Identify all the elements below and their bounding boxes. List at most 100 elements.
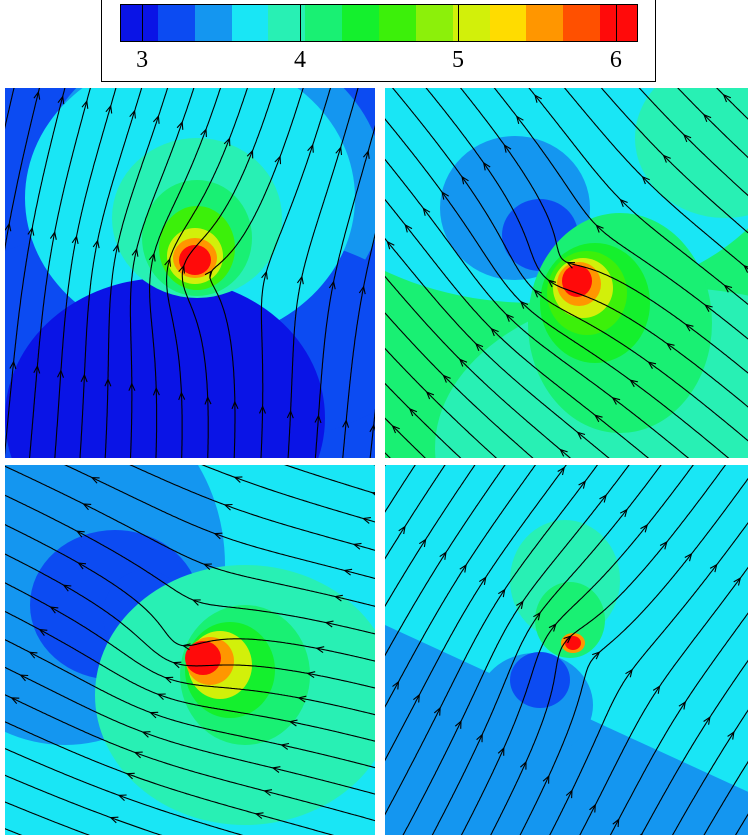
streamline bbox=[29, 88, 91, 458]
colorbar-swatch bbox=[415, 5, 453, 41]
streamline-arrow bbox=[307, 143, 314, 153]
streamline bbox=[5, 666, 375, 795]
streamline-arrow bbox=[33, 90, 41, 100]
streamline-arrow bbox=[625, 668, 633, 678]
streamline-arrow bbox=[727, 730, 735, 740]
streamline bbox=[149, 88, 222, 458]
streamline-arrow bbox=[362, 149, 370, 159]
streamline-arrow bbox=[112, 243, 120, 253]
streamline bbox=[385, 347, 497, 458]
panel-bottom-right bbox=[385, 465, 748, 835]
streamline-arrow bbox=[152, 386, 160, 396]
streamline-arrow bbox=[599, 494, 607, 503]
streamline-arrow bbox=[342, 419, 350, 428]
streamline-arrow bbox=[19, 674, 29, 682]
streamline-arrow bbox=[314, 414, 322, 424]
contour-plot-bottom-left bbox=[5, 465, 375, 835]
colorbar-swatch bbox=[600, 5, 638, 41]
streamline bbox=[287, 88, 359, 458]
streamline-arrow bbox=[662, 154, 671, 163]
streamline-arrow bbox=[28, 651, 38, 659]
streamline-arrow bbox=[425, 391, 435, 400]
streamline-arrow bbox=[204, 395, 212, 405]
streamline bbox=[385, 312, 534, 458]
streamline-arrow bbox=[369, 423, 375, 433]
streamline-arrow bbox=[647, 361, 657, 369]
streamline bbox=[392, 88, 748, 442]
streamline-arrow bbox=[678, 700, 687, 710]
streamline-arrow bbox=[81, 99, 89, 109]
streamline-arrow bbox=[258, 404, 267, 414]
streamline-arrow bbox=[640, 523, 649, 533]
streamline bbox=[638, 88, 748, 197]
streamline-arrow bbox=[296, 275, 304, 285]
streamline-arrow bbox=[286, 409, 294, 419]
streamline-arrow bbox=[38, 628, 48, 636]
streamline bbox=[5, 88, 15, 130]
streamline bbox=[209, 88, 304, 458]
streamline bbox=[493, 88, 748, 340]
streamlines bbox=[385, 465, 748, 835]
streamline-arrow bbox=[133, 751, 143, 759]
streamline bbox=[640, 659, 748, 835]
streamline-arrow bbox=[703, 113, 712, 123]
streamline-arrow bbox=[33, 364, 41, 374]
streamline-arrow bbox=[152, 114, 160, 124]
streamline bbox=[342, 232, 375, 458]
streamline-arrow bbox=[578, 480, 587, 489]
streamline bbox=[609, 612, 748, 835]
streamline-arrow bbox=[109, 816, 119, 824]
streamline-arrow bbox=[723, 284, 733, 293]
streamline bbox=[181, 88, 276, 458]
streamline-arrow bbox=[683, 133, 692, 143]
streamline bbox=[385, 275, 571, 458]
streamline-arrow bbox=[131, 247, 139, 257]
streamline-arrow bbox=[27, 226, 35, 236]
streamline bbox=[385, 158, 690, 458]
streamline-arrow bbox=[515, 115, 524, 125]
streamline bbox=[5, 748, 244, 835]
streamline-arrow bbox=[565, 789, 573, 799]
streamline-arrow bbox=[57, 95, 65, 105]
streamline-arrow bbox=[231, 400, 239, 410]
streamline-arrow bbox=[665, 342, 675, 351]
streamline bbox=[703, 760, 748, 835]
streamline-arrow bbox=[335, 146, 343, 156]
panel-bottom-left bbox=[5, 465, 375, 835]
streamline-arrow bbox=[178, 391, 186, 401]
streamline-arrow bbox=[149, 711, 159, 719]
streamline-arrow bbox=[458, 358, 468, 367]
streamline-arrow bbox=[563, 635, 572, 644]
streamline-arrow bbox=[519, 300, 529, 309]
streamline-arrow bbox=[476, 733, 483, 743]
contour-region bbox=[562, 265, 592, 297]
streamline-arrow bbox=[129, 109, 136, 119]
streamline bbox=[460, 465, 694, 835]
streamline bbox=[385, 465, 567, 762]
streamline bbox=[63, 465, 375, 580]
colorbar-swatch bbox=[563, 5, 601, 41]
colorbar-tick-mark bbox=[615, 4, 617, 42]
streamline-arrow bbox=[246, 149, 254, 159]
streamline bbox=[5, 524, 375, 662]
streamline-arrow bbox=[49, 606, 59, 614]
colorbar-swatch bbox=[305, 5, 343, 41]
streamline-arrow bbox=[503, 143, 512, 153]
streamline-arrow bbox=[639, 832, 643, 835]
streamline-arrow bbox=[593, 414, 603, 423]
colorbar-tick-label: 3 bbox=[136, 47, 149, 73]
panel-top-left bbox=[5, 88, 375, 458]
streamline-arrow bbox=[361, 517, 371, 524]
contour-plot-top-left bbox=[5, 88, 375, 458]
streamline-arrow bbox=[288, 719, 298, 727]
streamline-arrow bbox=[459, 563, 467, 573]
streamline bbox=[519, 477, 748, 835]
streamline-arrow bbox=[422, 207, 431, 216]
streamline-arrow bbox=[104, 377, 112, 387]
streamline bbox=[5, 465, 375, 607]
streamline bbox=[385, 465, 537, 708]
streamline-arrow bbox=[82, 503, 92, 511]
colorbar-swatch bbox=[121, 5, 158, 41]
streamline-arrow bbox=[263, 789, 273, 796]
colorbar-swatch bbox=[268, 5, 306, 41]
